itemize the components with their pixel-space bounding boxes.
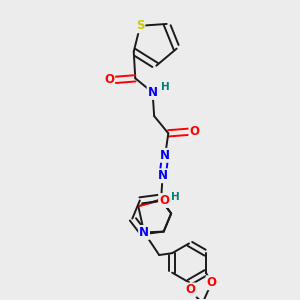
Text: N: N: [158, 169, 168, 182]
Text: H: H: [171, 192, 179, 203]
Text: O: O: [207, 276, 217, 289]
Text: O: O: [159, 194, 169, 207]
Text: O: O: [186, 284, 196, 296]
Text: N: N: [139, 226, 149, 239]
Text: O: O: [189, 125, 200, 138]
Text: S: S: [136, 19, 144, 32]
Text: H: H: [161, 82, 170, 92]
Text: N: N: [160, 149, 170, 162]
Text: N: N: [148, 86, 158, 99]
Text: O: O: [104, 74, 114, 86]
